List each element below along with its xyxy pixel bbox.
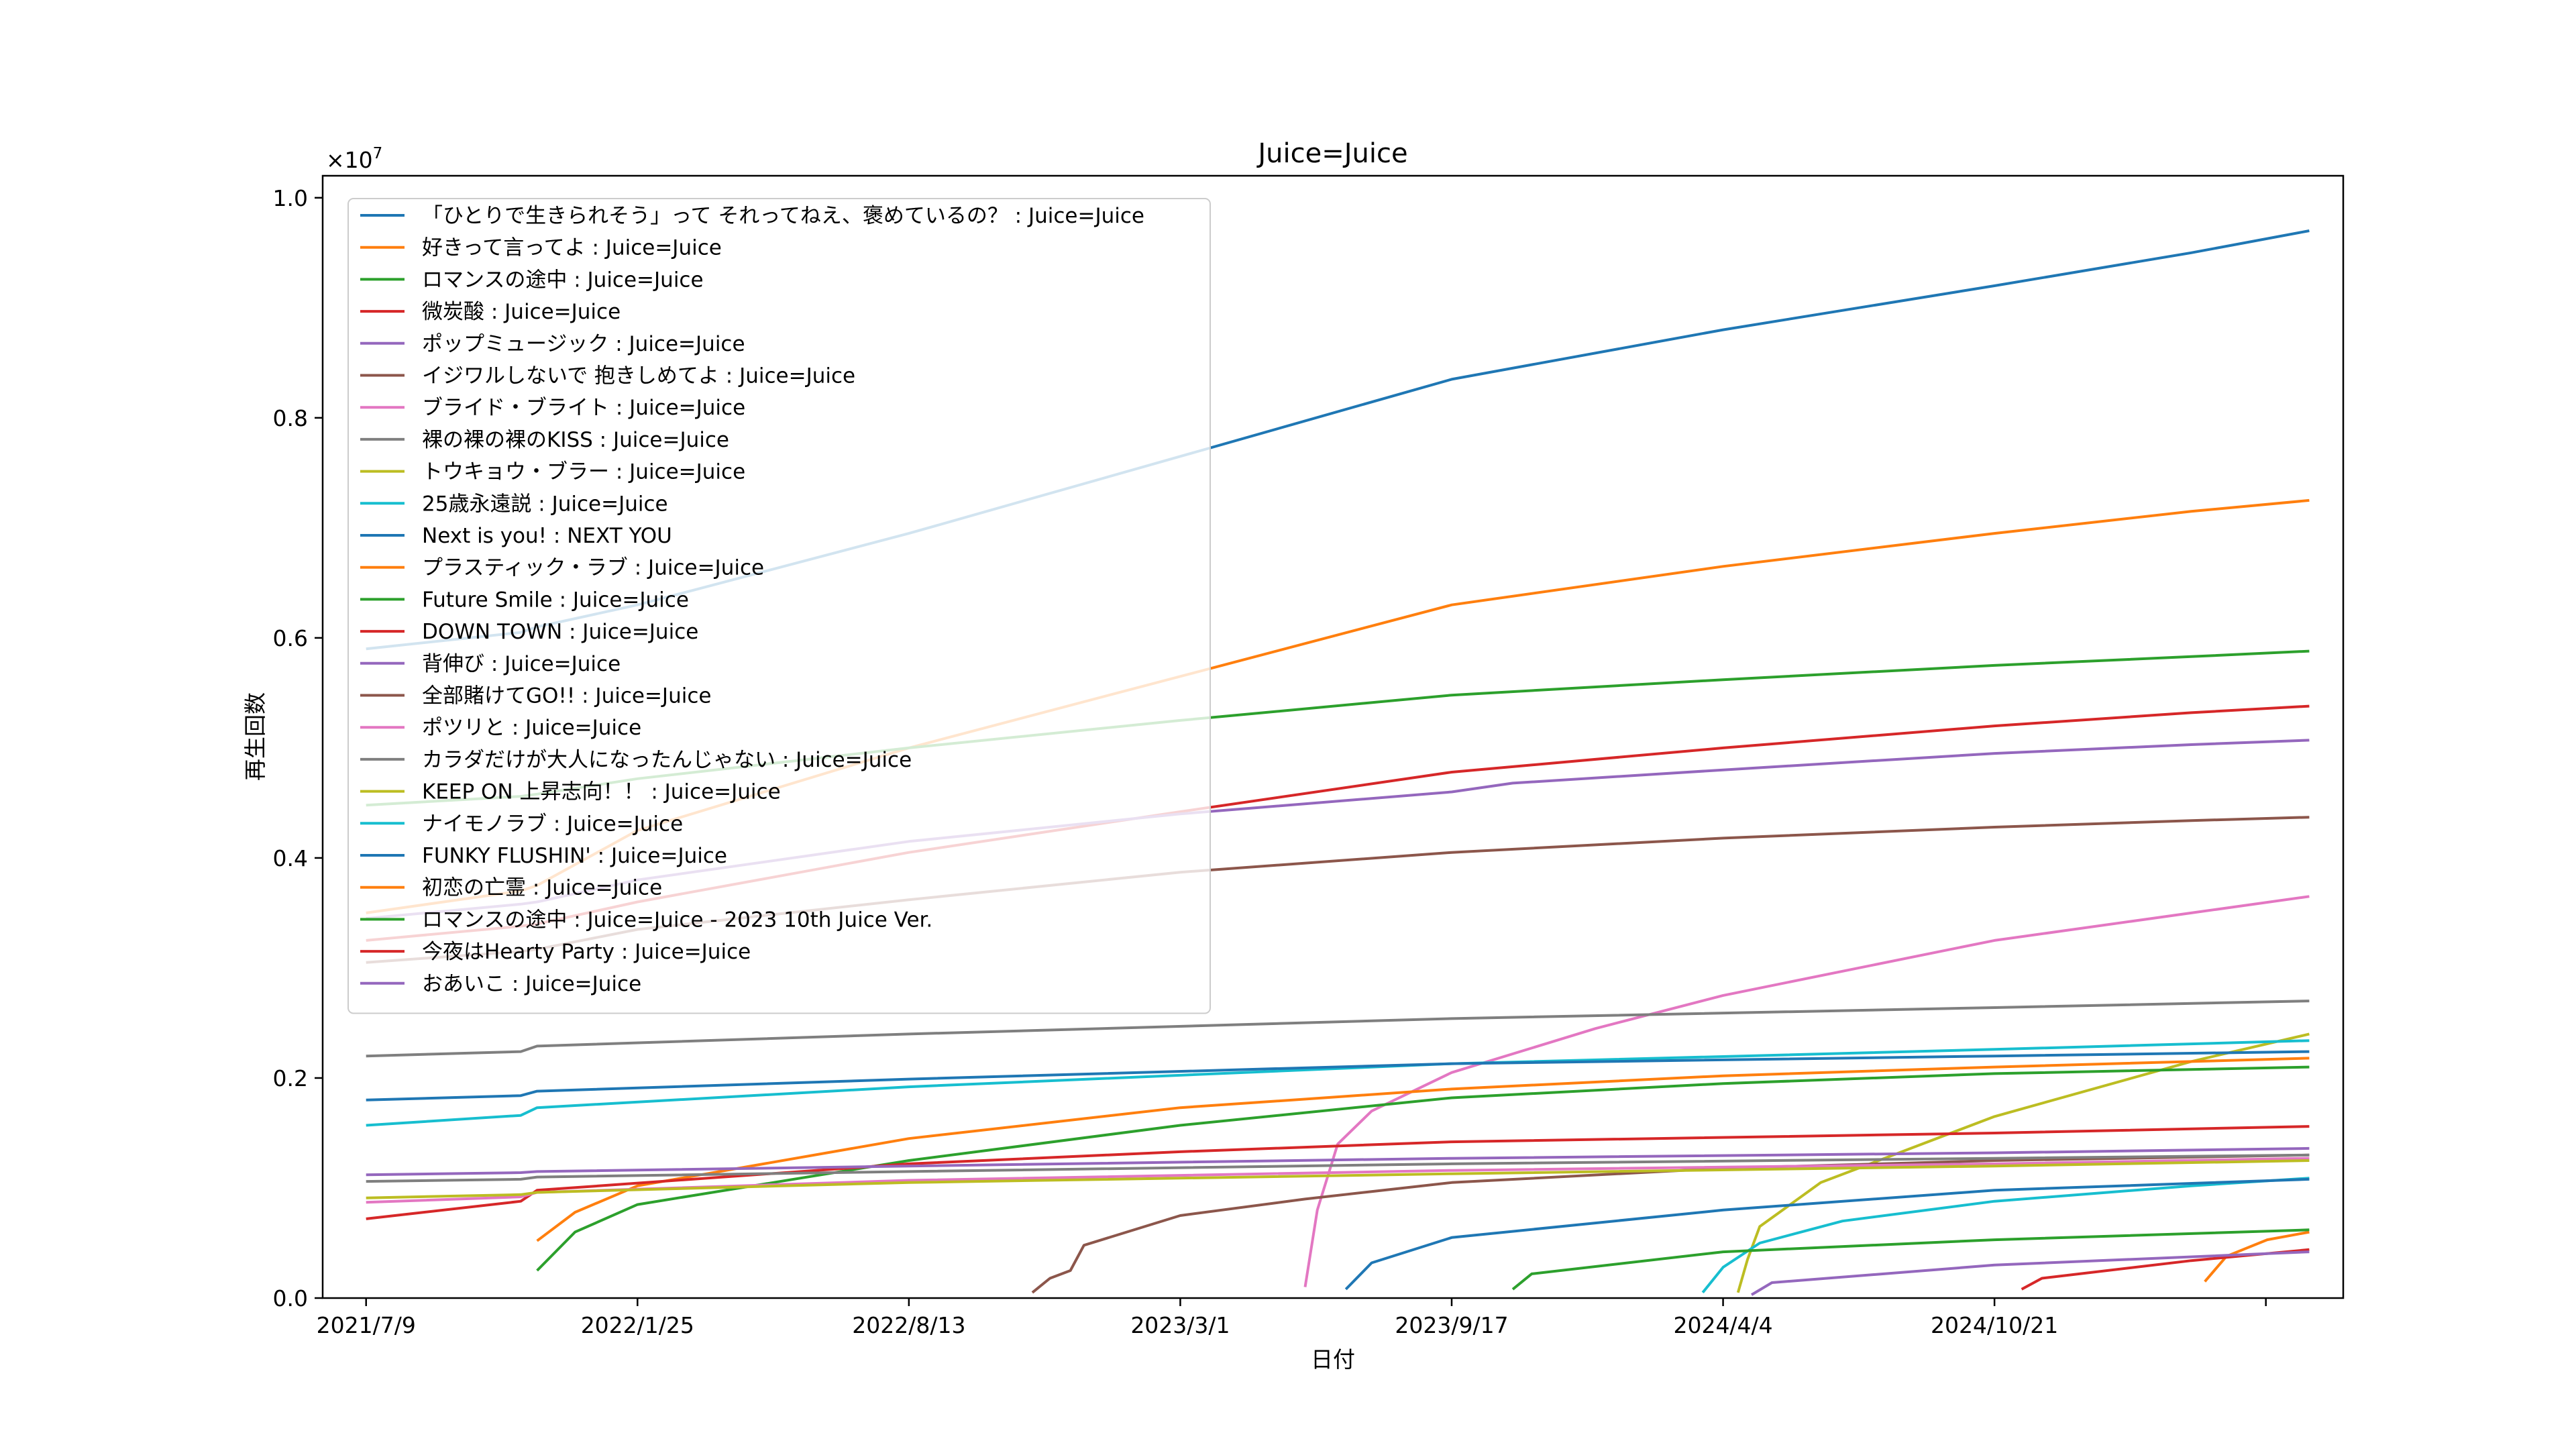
y-tick-label: 0.8 [273,405,308,431]
legend-label: 今夜はHearty Party : Juice=Juice [422,940,751,964]
y-axis-label: 再生回数 [242,692,268,781]
plot-frame [321,174,2345,1299]
legend-label: ポップミュージック : Juice=Juice [422,332,745,356]
legend-label: ブライド・ブライト : Juice=Juice [422,396,745,420]
legend-label: DOWN TOWN : Juice=Juice [422,620,698,644]
legend-label: KEEP ON 上昇志向！！ : Juice=Juice [422,780,781,804]
legend-label: Future Smile : Juice=Juice [422,588,689,612]
x-tick-label: 2024/10/21 [1931,1312,2058,1338]
y-tick-label: 0.0 [273,1285,308,1311]
series-line-23 [1511,1228,2310,1291]
series-line-11 [366,1050,2310,1102]
legend-label: Next is you! : NEXT YOU [422,524,672,548]
y-offset-exponent: 7 [373,145,383,162]
y-tick-label: 0.6 [273,625,308,651]
y-offset-text: ×107 [326,145,382,173]
legend-label: カラダだけが大人になったんじゃない : Juice=Juice [422,748,912,772]
legend-label: ロマンスの途中 : Juice=Juice - 2023 10th Juice … [422,908,932,932]
x-tick-label: 2024/4/4 [1673,1312,1772,1338]
legend-label: ポツリと : Juice=Juice [422,716,641,740]
series-line-20 [1701,1177,2310,1294]
legend-label: 背伸び : Juice=Juice [422,652,621,676]
y-tick-label: 0.2 [273,1065,308,1091]
y-offset-base: ×10 [326,147,373,173]
legend-label: 全部賭けてGO!! : Juice=Juice [422,684,711,708]
series-line-18 [366,1153,2310,1183]
legend-label: イジワルしないで 抱きしめてよ : Juice=Juice [422,364,855,388]
series-line-25 [1750,1250,2310,1296]
chart-title: Juice=Juice [1256,138,1407,169]
series-line-22 [2204,1230,2310,1283]
series-line-13 [536,1065,2310,1272]
x-axis-label: 日付 [1311,1346,1355,1373]
legend-label: 好きって言ってよ : Juice=Juice [422,236,722,260]
y-tick-label: 1.0 [273,185,308,211]
y-tick-label: 0.4 [273,845,308,871]
legend-label: 「ひとりで生きられそう」って それってねえ、褒めているの？ : Juice=Ju… [422,204,1144,228]
legend: 「ひとりで生きられそう」って それってねえ、褒めているの？ : Juice=Ju… [347,198,1211,1014]
x-tick-label: 2022/8/13 [852,1312,965,1338]
series-line-17 [366,1157,2310,1204]
x-tick-label: 2021/7/9 [317,1312,416,1338]
legend-label: 裸の裸の裸のKISS : Juice=Juice [422,428,729,452]
x-axis: 2021/7/9 2022/1/25 2022/8/13 2023/3/1 2023/9… [317,1298,2267,1338]
legend-label: ナイモノラブ : Juice=Juice [422,812,683,836]
legend-label: 初恋の亡霊 : Juice=Juice [422,876,662,900]
legend-label: 25歳永遠説 : Juice=Juice [422,492,668,516]
series-line-14 [366,1125,2310,1220]
legend-label: ロマンスの途中 : Juice=Juice [422,268,704,292]
series-line-8 [366,1000,2310,1058]
legend-label: プラスティック・ラブ : Juice=Juice [422,556,764,580]
legend-label: おあいこ : Juice=Juice [422,972,641,996]
series-line-15 [366,1146,2310,1177]
y-axis: 0.0 0.2 0.4 0.6 0.8 1.0 [273,185,323,1311]
legend-label: FUNKY FLUSHIN' : Juice=Juice [422,844,727,868]
series-line-19 [366,1159,2310,1199]
series-line-10 [366,1039,2310,1127]
x-tick-label: 2023/3/1 [1130,1312,1230,1338]
x-tick-label: 2023/9/17 [1395,1312,1508,1338]
legend-label: 微炭酸 : Juice=Juice [422,300,621,324]
x-tick-label: 2022/1/25 [581,1312,694,1338]
series-line-21 [1344,1177,2310,1291]
legend-box [347,198,1211,1014]
legend-label: トウキョウ・ブラー : Juice=Juice [422,460,745,484]
series-line-12 [536,1057,2310,1242]
